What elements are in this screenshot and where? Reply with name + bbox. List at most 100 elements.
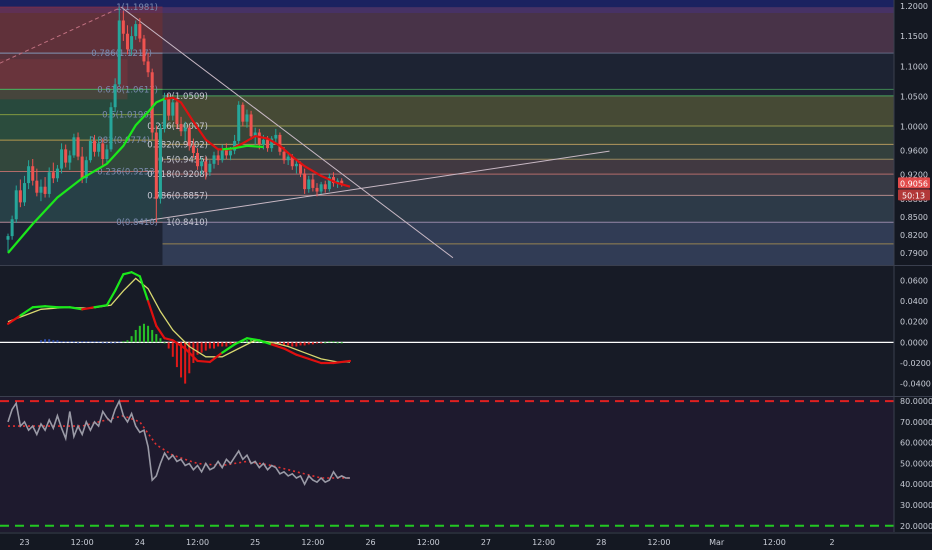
trend-line	[135, 150, 610, 223]
candle-body	[130, 36, 134, 50]
macd-histogram-bar	[130, 336, 133, 343]
rsi-pane[interactable]	[0, 397, 894, 532]
macd-line-segment	[138, 275, 150, 303]
macd-line-segment	[221, 343, 236, 354]
macd-line-segment	[19, 306, 34, 317]
rsi-tick-label: 20.0000	[900, 522, 932, 531]
macd-histogram-bar	[250, 339, 253, 343]
ema-overlap-line	[222, 144, 264, 151]
macd-histogram-bar	[225, 342, 228, 347]
rsi-line	[7, 398, 350, 486]
rsi-tick-label: 80.0000	[900, 397, 932, 406]
time-tick-label: 28	[596, 538, 606, 547]
rsi-tick-label: 30.0000	[900, 501, 932, 510]
candle-body	[64, 149, 68, 163]
candle-body	[14, 190, 18, 220]
macd-histogram-bar	[332, 341, 335, 343]
candle-body	[125, 33, 129, 50]
macd-pane[interactable]	[0, 266, 894, 396]
macd-histogram-bar	[324, 342, 327, 344]
fib-left-label: 0(0.8410)	[116, 218, 158, 228]
time-tick-label: 12:00	[186, 538, 209, 547]
macd-histogram-bar	[175, 342, 178, 368]
candle-body	[233, 140, 237, 151]
macd-tick-label: 0.0000	[900, 338, 928, 347]
candle-body	[43, 186, 47, 194]
rsi-ma-line	[8, 414, 350, 479]
macd-histogram-bar	[44, 339, 47, 343]
macd-line-segment	[171, 339, 187, 350]
price-pane[interactable]: 1(1.1981) 0.786(1.1217) 0.618(1.0617) 0.5(1…	[0, 0, 894, 265]
macd-tick-label: -0.0200	[900, 359, 931, 368]
candle-body	[6, 236, 10, 240]
candle-body	[179, 124, 183, 132]
fib-right-label: 0(1.0509)	[166, 92, 208, 102]
time-tick-label: 24	[135, 538, 145, 547]
time-scale[interactable]: 23 12:00 24 12:00 25 12:00 26 12:00 27 12:00 28 12:…	[0, 532, 932, 550]
rsi-grid	[0, 397, 894, 532]
time-tick-label: 25	[250, 538, 260, 547]
rsi-tick-label: 50.0000	[900, 459, 932, 468]
candle-body	[196, 152, 200, 167]
candle-body	[35, 180, 39, 193]
macd-histogram-bar	[291, 342, 294, 347]
candle-body	[84, 160, 88, 179]
macd-pane-bg	[0, 266, 894, 396]
candle-body	[109, 107, 113, 150]
candle-body	[228, 150, 232, 156]
macd-line-segment	[163, 337, 174, 342]
macd-histogram-bar	[180, 342, 183, 378]
macd-histogram-bar	[72, 341, 75, 343]
fib-right-label: 0.382(0.9702)	[147, 140, 208, 150]
candle-body	[55, 168, 59, 179]
fib-left-label: 0.618(1.0617)	[97, 85, 158, 95]
candle-body	[307, 179, 311, 190]
macd-line-segment	[130, 271, 141, 278]
fib-right-label: 0.236(1.0007)	[147, 122, 208, 132]
candle-body	[39, 186, 43, 193]
macd-histogram-bar	[147, 325, 150, 343]
price-tick-label: 1.1000	[900, 62, 928, 71]
macd-line-segment	[208, 351, 224, 364]
macd-line-segment	[43, 305, 59, 309]
macd-histogram-bar	[77, 342, 80, 344]
candle-body	[27, 166, 31, 184]
macd-histogram-bar	[110, 342, 112, 344]
candle-body	[60, 149, 64, 169]
macd-histogram-bar	[97, 341, 100, 343]
macd-line-segment	[105, 289, 117, 307]
candle-body	[183, 127, 187, 132]
macd-histogram-bar	[278, 342, 281, 345]
time-tick-label: 26	[365, 538, 375, 547]
candle-body	[253, 132, 257, 137]
macd-tick-label: 0.0200	[900, 318, 928, 327]
candle-body	[327, 177, 331, 190]
fib-left-band	[0, 7, 163, 54]
macd-line-segment	[114, 273, 125, 292]
trend-lines	[0, 6, 610, 259]
candle-body	[319, 184, 323, 192]
macd-line-segment	[258, 339, 273, 346]
candle-body	[315, 187, 319, 192]
price-grid	[0, 6, 894, 245]
macd-histogram-bar	[85, 341, 88, 343]
price-tick-label: 0.7900	[900, 249, 928, 258]
candle-body	[224, 149, 228, 156]
price-tick-label: 1.1500	[900, 32, 928, 41]
candle-body	[158, 128, 162, 199]
macd-line-segment	[155, 324, 166, 340]
macd-histogram-bar	[93, 341, 96, 343]
macd-line-segment	[233, 337, 249, 346]
candle-body	[167, 97, 171, 116]
macd-histogram-bar	[196, 342, 199, 355]
candle-body	[22, 183, 26, 203]
countdown-label: 50:13	[902, 191, 925, 200]
fib-left-label: 0.786(1.1217)	[91, 49, 152, 59]
top-band	[0, 0, 894, 13]
fib-left-shade	[0, 59, 128, 100]
ema-lines	[7, 96, 351, 254]
candle-body	[88, 140, 92, 161]
candle-body	[47, 172, 51, 194]
